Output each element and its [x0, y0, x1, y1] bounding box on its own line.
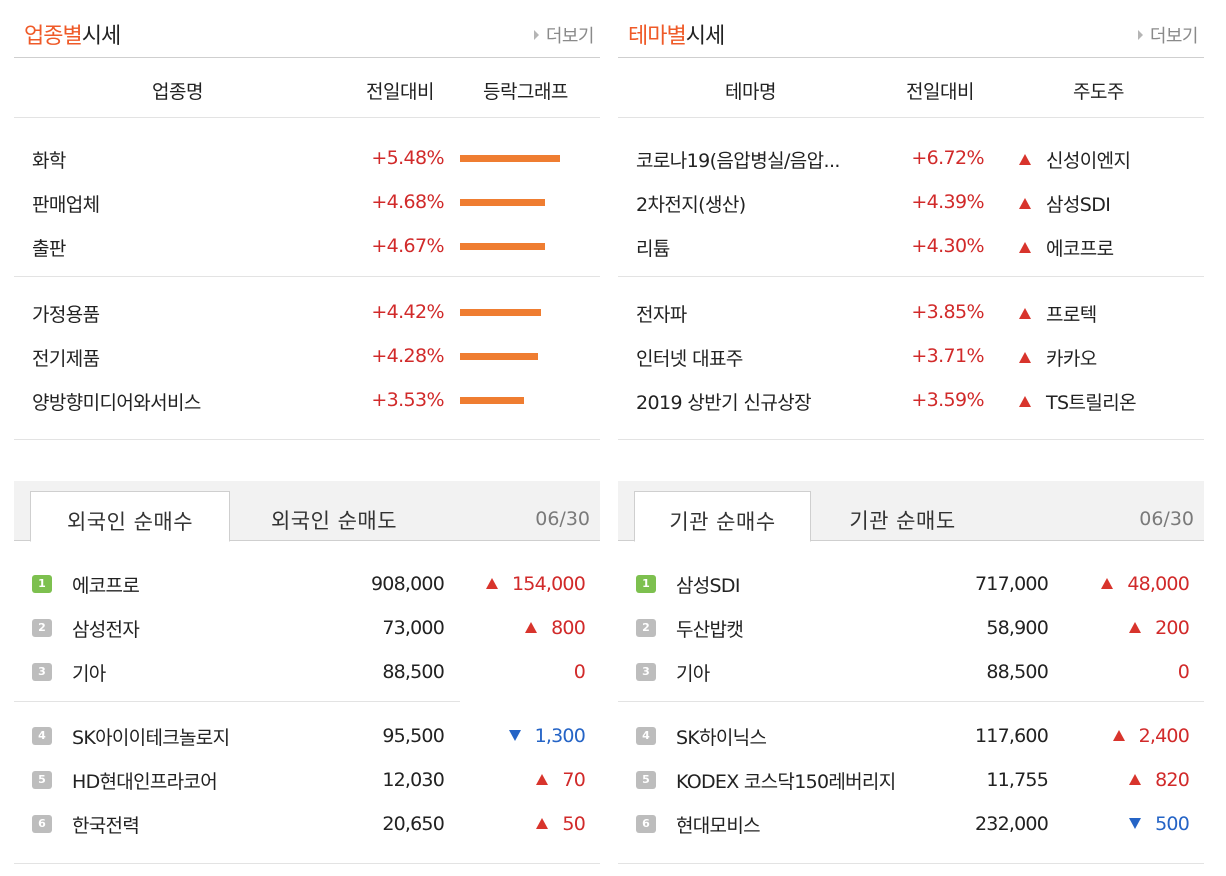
list-item[interactable]: 1 에코프로 908,000 154,000 [14, 562, 600, 606]
sector-col-change: 전일대비 [366, 81, 434, 103]
list-item[interactable]: 1 삼성SDI 717,000 48,000 [618, 562, 1204, 606]
list-item[interactable]: 5 HD현대인프라코어 12,030 70 [14, 758, 600, 802]
rank-badge: 6 [636, 815, 656, 833]
list-item[interactable]: 2 삼성전자 73,000 800 [14, 606, 600, 650]
arrow-right-icon [533, 30, 539, 40]
sector-change-bar [460, 199, 545, 206]
list-item[interactable]: 6 현대모비스 232,000 500 [618, 802, 1204, 846]
institution-date: 06/30 [1139, 508, 1194, 530]
rank-badge: 1 [32, 575, 52, 593]
list-item[interactable]: 4 SK아이이테크놀로지 95,500 1,300 [14, 714, 600, 758]
sector-change-bar [460, 243, 545, 250]
tab-foreign-net-buy[interactable]: 외국인 순매수 [30, 491, 230, 542]
down-arrow-icon [508, 730, 521, 741]
tab-foreign-net-sell[interactable]: 외국인 순매도 [270, 509, 398, 533]
foreign-date: 06/30 [535, 508, 590, 530]
institution-tab-bar: 기관 순매수 기관 순매도 06/30 [618, 481, 1204, 542]
theme-column-header: 테마명 전일대비 주도주 [618, 58, 1204, 118]
list-item[interactable]: 3 기아 88,500 0 [14, 650, 600, 694]
sector-row[interactable]: 양방향미디어와서비스 +3.53% [14, 378, 600, 422]
institution-list: 1 삼성SDI 717,000 48,000 2 두산밥캣 58,900 200 3 기아 88… [618, 562, 1204, 702]
list-item[interactable]: 3 기아 88,500 0 [618, 650, 1204, 694]
up-arrow-icon [1019, 198, 1031, 209]
rank-badge: 2 [636, 619, 656, 637]
rank-badge: 5 [636, 771, 656, 789]
rank-badge: 1 [636, 575, 656, 593]
rank-badge: 2 [32, 619, 52, 637]
sector-change-bar [460, 397, 524, 404]
sector-section-header: 업종별시세 더보기 [14, 0, 600, 58]
theme-col-leader: 주도주 [1073, 81, 1124, 103]
theme-row[interactable]: 2차전지(생산) +4.39% 삼성SDI [636, 191, 1111, 216]
up-arrow-icon [486, 578, 499, 589]
institution-list: 4 SK하이닉스 117,600 2,400 5 KODEX 코스닥150레버리지 11,… [618, 714, 1204, 864]
theme-row[interactable]: 전자파 +3.85% 프로텍 [636, 301, 1097, 326]
list-item[interactable]: 4 SK하이닉스 117,600 2,400 [618, 714, 1204, 758]
divider [14, 701, 460, 702]
theme-col-name: 테마명 [725, 81, 776, 103]
tab-institution-net-sell[interactable]: 기관 순매도 [849, 509, 956, 533]
rank-badge: 4 [32, 727, 52, 745]
sector-section-title: 업종별시세 [24, 24, 121, 49]
up-arrow-icon [1019, 352, 1031, 363]
sector-column-header: 업종명 전일대비 등락그래프 [14, 58, 600, 118]
sector-list: 가정용품 +4.42% 전기제품 +4.28% 양방향미디어와서비스 +3.53% [14, 290, 600, 440]
foreign-tab-bar: 외국인 순매수 외국인 순매도 06/30 [14, 481, 600, 542]
sector-row[interactable]: 가정용품 +4.42% [14, 290, 600, 334]
up-arrow-icon [536, 774, 549, 785]
rank-badge: 6 [32, 815, 52, 833]
theme-col-change: 전일대비 [906, 81, 974, 103]
up-arrow-icon [525, 622, 538, 633]
tab-institution-net-buy[interactable]: 기관 순매수 [634, 491, 811, 542]
theme-row[interactable]: 코로나19(음압병실/음압... +6.72% 신성이엔지 [636, 147, 1131, 172]
rank-badge: 4 [636, 727, 656, 745]
theme-more-link[interactable]: 더보기 [1137, 22, 1199, 48]
theme-section-title: 테마별시세 [628, 24, 725, 49]
foreign-list: 1 에코프로 908,000 154,000 2 삼성전자 73,000 800 3 기아 88… [14, 562, 600, 702]
list-item[interactable]: 6 한국전력 20,650 50 [14, 802, 600, 846]
theme-row[interactable]: 2019 상반기 신규상장 +3.59% TS트릴리온 [636, 389, 1137, 414]
list-item[interactable]: 5 KODEX 코스닥150레버리지 11,755 820 [618, 758, 1204, 802]
theme-row[interactable]: 인터넷 대표주 +3.71% 카카오 [636, 345, 1097, 370]
up-arrow-icon [1019, 396, 1031, 407]
sector-col-graph: 등락그래프 [483, 81, 568, 103]
sector-change-bar [460, 309, 541, 316]
up-arrow-icon [1019, 242, 1031, 253]
theme-list: 코로나19(음압병실/음압... +6.72% 신성이엔지 2차전지(생산) +4.3… [618, 136, 1204, 277]
theme-section-header: 테마별시세 더보기 [618, 0, 1204, 58]
list-item[interactable]: 2 두산밥캣 58,900 200 [618, 606, 1204, 650]
arrow-right-icon [1137, 30, 1143, 40]
up-arrow-icon [1019, 308, 1031, 319]
sector-row[interactable]: 화학 +5.48% [14, 136, 600, 180]
sector-change-bar [460, 353, 538, 360]
up-arrow-icon [1129, 774, 1142, 785]
sector-row[interactable]: 전기제품 +4.28% [14, 334, 600, 378]
up-arrow-icon [1129, 622, 1142, 633]
sector-change-bar [460, 155, 560, 162]
sector-more-link[interactable]: 더보기 [533, 22, 595, 48]
rank-badge: 5 [32, 771, 52, 789]
up-arrow-icon [1112, 730, 1125, 741]
rank-badge: 3 [32, 663, 52, 681]
sector-row[interactable]: 판매업체 +4.68% [14, 180, 600, 224]
theme-list: 전자파 +3.85% 프로텍 인터넷 대표주 +3.71% 카카오 2019 상반기 신… [618, 290, 1204, 440]
sector-list: 화학 +5.48% 판매업체 +4.68% 출판 +4.67% [14, 136, 600, 277]
sector-col-name: 업종명 [152, 81, 203, 103]
down-arrow-icon [1129, 818, 1142, 829]
sector-row[interactable]: 출판 +4.67% [14, 224, 600, 268]
rank-badge: 3 [636, 663, 656, 681]
theme-row[interactable]: 리튬 +4.30% 에코프로 [636, 235, 1114, 260]
up-arrow-icon [1101, 578, 1114, 589]
foreign-list: 4 SK아이이테크놀로지 95,500 1,300 5 HD현대인프라코어 12,030 7… [14, 714, 600, 864]
divider [618, 701, 1204, 702]
up-arrow-icon [1019, 154, 1031, 165]
up-arrow-icon [536, 818, 549, 829]
